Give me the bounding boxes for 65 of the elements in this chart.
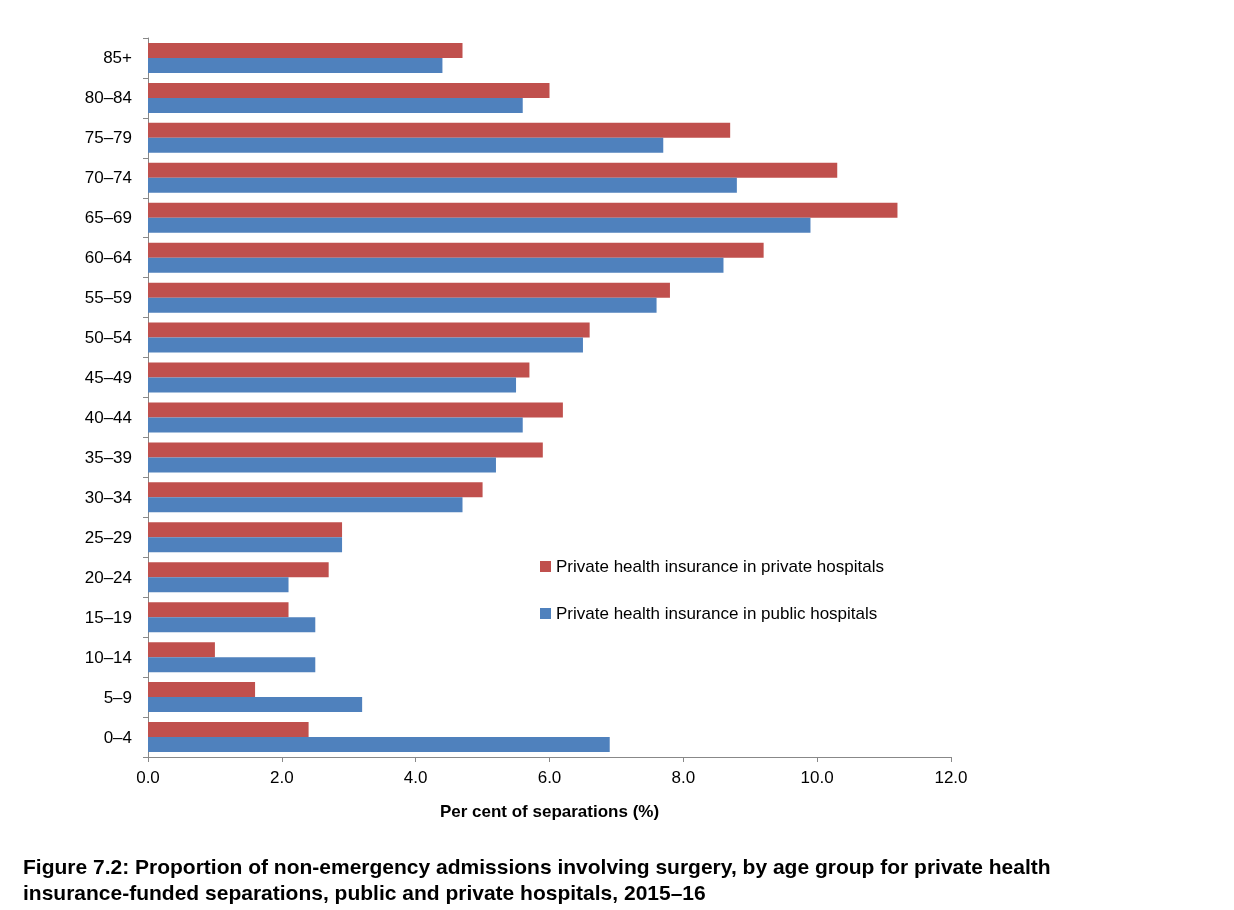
y-tick-label: 45–49	[84, 368, 132, 388]
bar	[148, 122, 731, 138]
bar	[148, 617, 316, 633]
bar	[148, 162, 838, 178]
x-tick-label: 10.0	[800, 768, 834, 787]
y-tick-label: 0–4	[103, 727, 132, 747]
y-tick-label: 20–24	[84, 567, 132, 587]
x-tick-label: 4.0	[403, 768, 428, 787]
bar	[148, 282, 670, 298]
x-tick-label: 2.0	[270, 768, 294, 787]
bar	[148, 442, 543, 458]
x-tick-label: 0.0	[136, 768, 160, 787]
y-tick-label: 75–79	[84, 128, 132, 148]
bar	[148, 137, 664, 153]
x-tick-label: 12.0	[934, 768, 968, 787]
bar	[148, 722, 309, 738]
bar	[148, 497, 463, 513]
bar	[148, 737, 610, 753]
y-tick-label: 30–34	[84, 487, 132, 507]
bar	[148, 377, 517, 393]
x-tick-label: 6.0	[537, 768, 562, 787]
bar	[148, 402, 563, 418]
bar	[148, 322, 590, 338]
y-tick-label: 25–29	[84, 527, 132, 547]
y-tick-label: 5–9	[103, 687, 132, 707]
bar	[148, 457, 496, 473]
bar	[148, 657, 316, 673]
bar	[148, 297, 657, 313]
bar	[148, 362, 530, 378]
legend-label: Private health insurance in public hospitals	[556, 604, 878, 623]
y-tick-label: 55–59	[84, 288, 132, 308]
bar	[148, 562, 329, 578]
bar	[148, 337, 583, 353]
bar	[148, 177, 737, 193]
bar	[148, 697, 363, 713]
bar	[148, 82, 550, 98]
bar	[148, 257, 724, 273]
bar	[148, 482, 483, 498]
bar	[148, 522, 343, 538]
bar	[148, 242, 764, 258]
x-axis-title: Per cent of separations (%)	[439, 802, 660, 821]
y-tick-label: 35–39	[84, 447, 132, 467]
y-tick-label: 70–74	[84, 168, 132, 188]
bar	[148, 602, 289, 618]
y-tick-label: 15–19	[84, 607, 132, 627]
text: Figure 7.2: Proportion of non-emergency admissions involving surgery, by age group for private health insurance-funded separations, public and private hospitals, 2015–16	[23, 854, 1057, 904]
y-tick-label: 85+	[103, 48, 133, 68]
y-tick-label: 50–54	[84, 328, 132, 348]
y-tick-label: 80–84	[84, 88, 132, 108]
bar	[148, 57, 443, 73]
bar	[148, 642, 215, 658]
y-tick-label: 65–69	[84, 208, 132, 228]
bar	[148, 42, 463, 58]
bar	[148, 537, 343, 553]
bar	[148, 217, 811, 233]
y-tick-label: 60–64	[84, 248, 132, 268]
bar	[148, 97, 523, 113]
legend-label: Private health insurance in private hospitals	[556, 557, 884, 576]
bar	[148, 577, 289, 593]
y-tick-label: 40–44	[84, 407, 132, 427]
bar	[148, 417, 523, 433]
y-tick-label: 10–14	[84, 647, 132, 667]
x-tick-label: 8.0	[671, 768, 696, 787]
bar	[148, 202, 898, 218]
bar	[148, 682, 256, 698]
